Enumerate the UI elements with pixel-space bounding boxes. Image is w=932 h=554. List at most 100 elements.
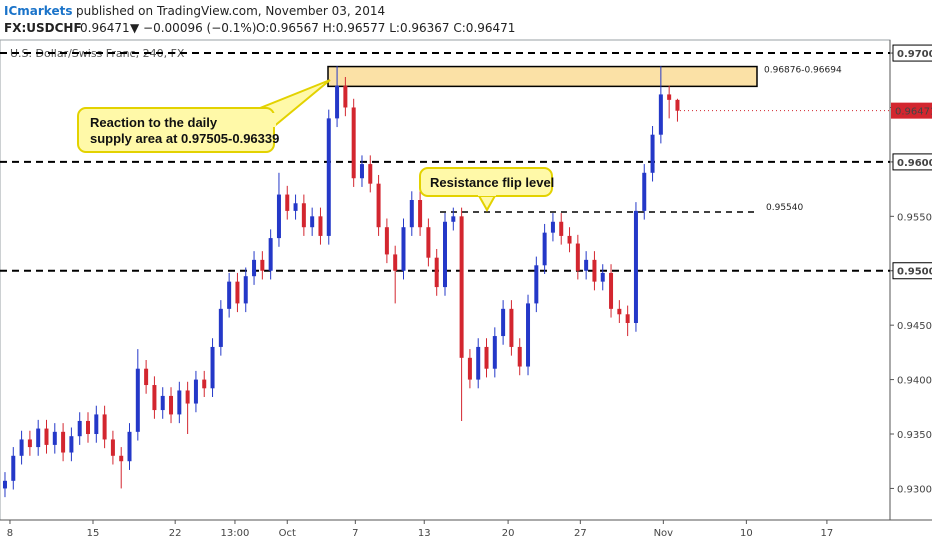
candle-body: [675, 99, 680, 111]
candle-body: [492, 336, 497, 369]
candle-body: [227, 281, 232, 309]
candle-body: [376, 183, 381, 228]
candle-body: [44, 428, 49, 445]
candle-body: [169, 395, 174, 415]
candle-body: [27, 439, 32, 448]
candle-body: [326, 118, 331, 236]
candle-body: [534, 265, 539, 304]
candle-body: [310, 216, 315, 228]
candle-body: [434, 257, 439, 288]
candle-body: [2, 480, 7, 489]
candle-body: [202, 379, 207, 389]
y-tick-label: 0.95000: [897, 267, 932, 278]
candle-body: [584, 259, 589, 271]
candle-body: [401, 227, 406, 271]
candle-body: [19, 439, 24, 456]
candle-body: [633, 210, 638, 323]
candle-body: [318, 216, 323, 236]
brand: ICmarkets: [4, 4, 72, 18]
candle-body: [252, 259, 257, 277]
callout-text: supply area at 0.97505-0.96339: [90, 131, 279, 146]
candle-body: [559, 221, 564, 236]
candle-body: [459, 216, 464, 358]
candle-body: [276, 194, 281, 239]
candle-body: [650, 134, 655, 173]
symbol: FX:USDCHF: [4, 21, 82, 35]
candle-body: [69, 436, 74, 453]
candle-body: [218, 308, 223, 347]
x-tick-label: 27: [574, 528, 587, 539]
y-tick-label: 0.96000: [897, 158, 932, 169]
x-tick-label: Nov: [654, 528, 674, 539]
x-tick-label: 17: [821, 528, 834, 539]
candle-body: [451, 216, 456, 222]
candle-body: [293, 203, 298, 211]
candle-body: [550, 221, 555, 233]
candle-body: [119, 455, 124, 462]
candle-body: [135, 368, 140, 432]
candle-body: [409, 200, 414, 228]
candle-body: [517, 346, 522, 367]
ohlc-text: O:0.96567 H:0.96577 L:0.96367 C:0.96471: [256, 21, 515, 35]
candle-body: [235, 281, 240, 304]
y-tick-box: [892, 262, 932, 280]
supply-zone: [327, 65, 758, 88]
series-layer: 0.970000.965000.960000.955000.950000.945…: [0, 44, 932, 539]
last-price-label: 0.96471: [895, 107, 932, 118]
candle-body: [335, 85, 340, 119]
y-tick-label: 0.97000: [897, 49, 932, 60]
candle-body: [426, 227, 431, 258]
x-tick-label: 22: [169, 528, 182, 539]
candle-body: [609, 272, 614, 309]
candle-body: [193, 379, 198, 404]
candle-body: [285, 194, 290, 211]
y-tick-box: [892, 44, 932, 62]
candle-body: [160, 395, 165, 411]
price: 0.96471: [80, 21, 130, 35]
candle-body: [368, 164, 373, 184]
change: ▼ −0.00096 (−0.1%): [130, 21, 256, 35]
callout-joint: [246, 113, 276, 127]
candle-body: [210, 346, 215, 389]
candle-body: [94, 414, 99, 435]
candle-body: [443, 221, 447, 288]
candle-body: [268, 238, 273, 271]
candle-body: [526, 303, 531, 367]
candle-body: [467, 357, 472, 380]
candle-body: [667, 94, 672, 100]
candle-body: [501, 308, 506, 337]
candle-body: [418, 200, 423, 228]
flip-level-label: 0.95540: [766, 203, 803, 213]
x-tick-label: 13:00: [221, 528, 250, 539]
candle-body: [77, 420, 82, 437]
candle-body: [600, 272, 605, 282]
candle-body: [384, 227, 389, 255]
candle-body: [243, 276, 248, 304]
candle-body: [592, 259, 597, 282]
y-tick-label: 0.93000: [897, 484, 932, 495]
x-tick-label: 20: [502, 528, 515, 539]
zone-label: 0.96876-0.96694: [764, 65, 842, 75]
callout-text: Resistance flip level: [430, 175, 554, 190]
candle-body: [144, 368, 149, 386]
candle-body: [625, 314, 630, 323]
candle-body: [260, 259, 265, 271]
x-tick-label: 13: [418, 528, 431, 539]
candle-body: [110, 439, 115, 456]
candle-body: [86, 420, 91, 435]
candle-body: [127, 431, 132, 462]
x-tick-label: 8: [7, 528, 13, 539]
callout-box: [77, 107, 275, 153]
candle-body: [542, 232, 547, 266]
candle-body: [351, 107, 356, 179]
published: published on TradingView.com, November 0…: [76, 4, 385, 18]
last-price-box: [891, 102, 932, 119]
candle-body: [567, 235, 572, 244]
candle-body: [343, 85, 348, 108]
candle-body: [575, 243, 580, 271]
